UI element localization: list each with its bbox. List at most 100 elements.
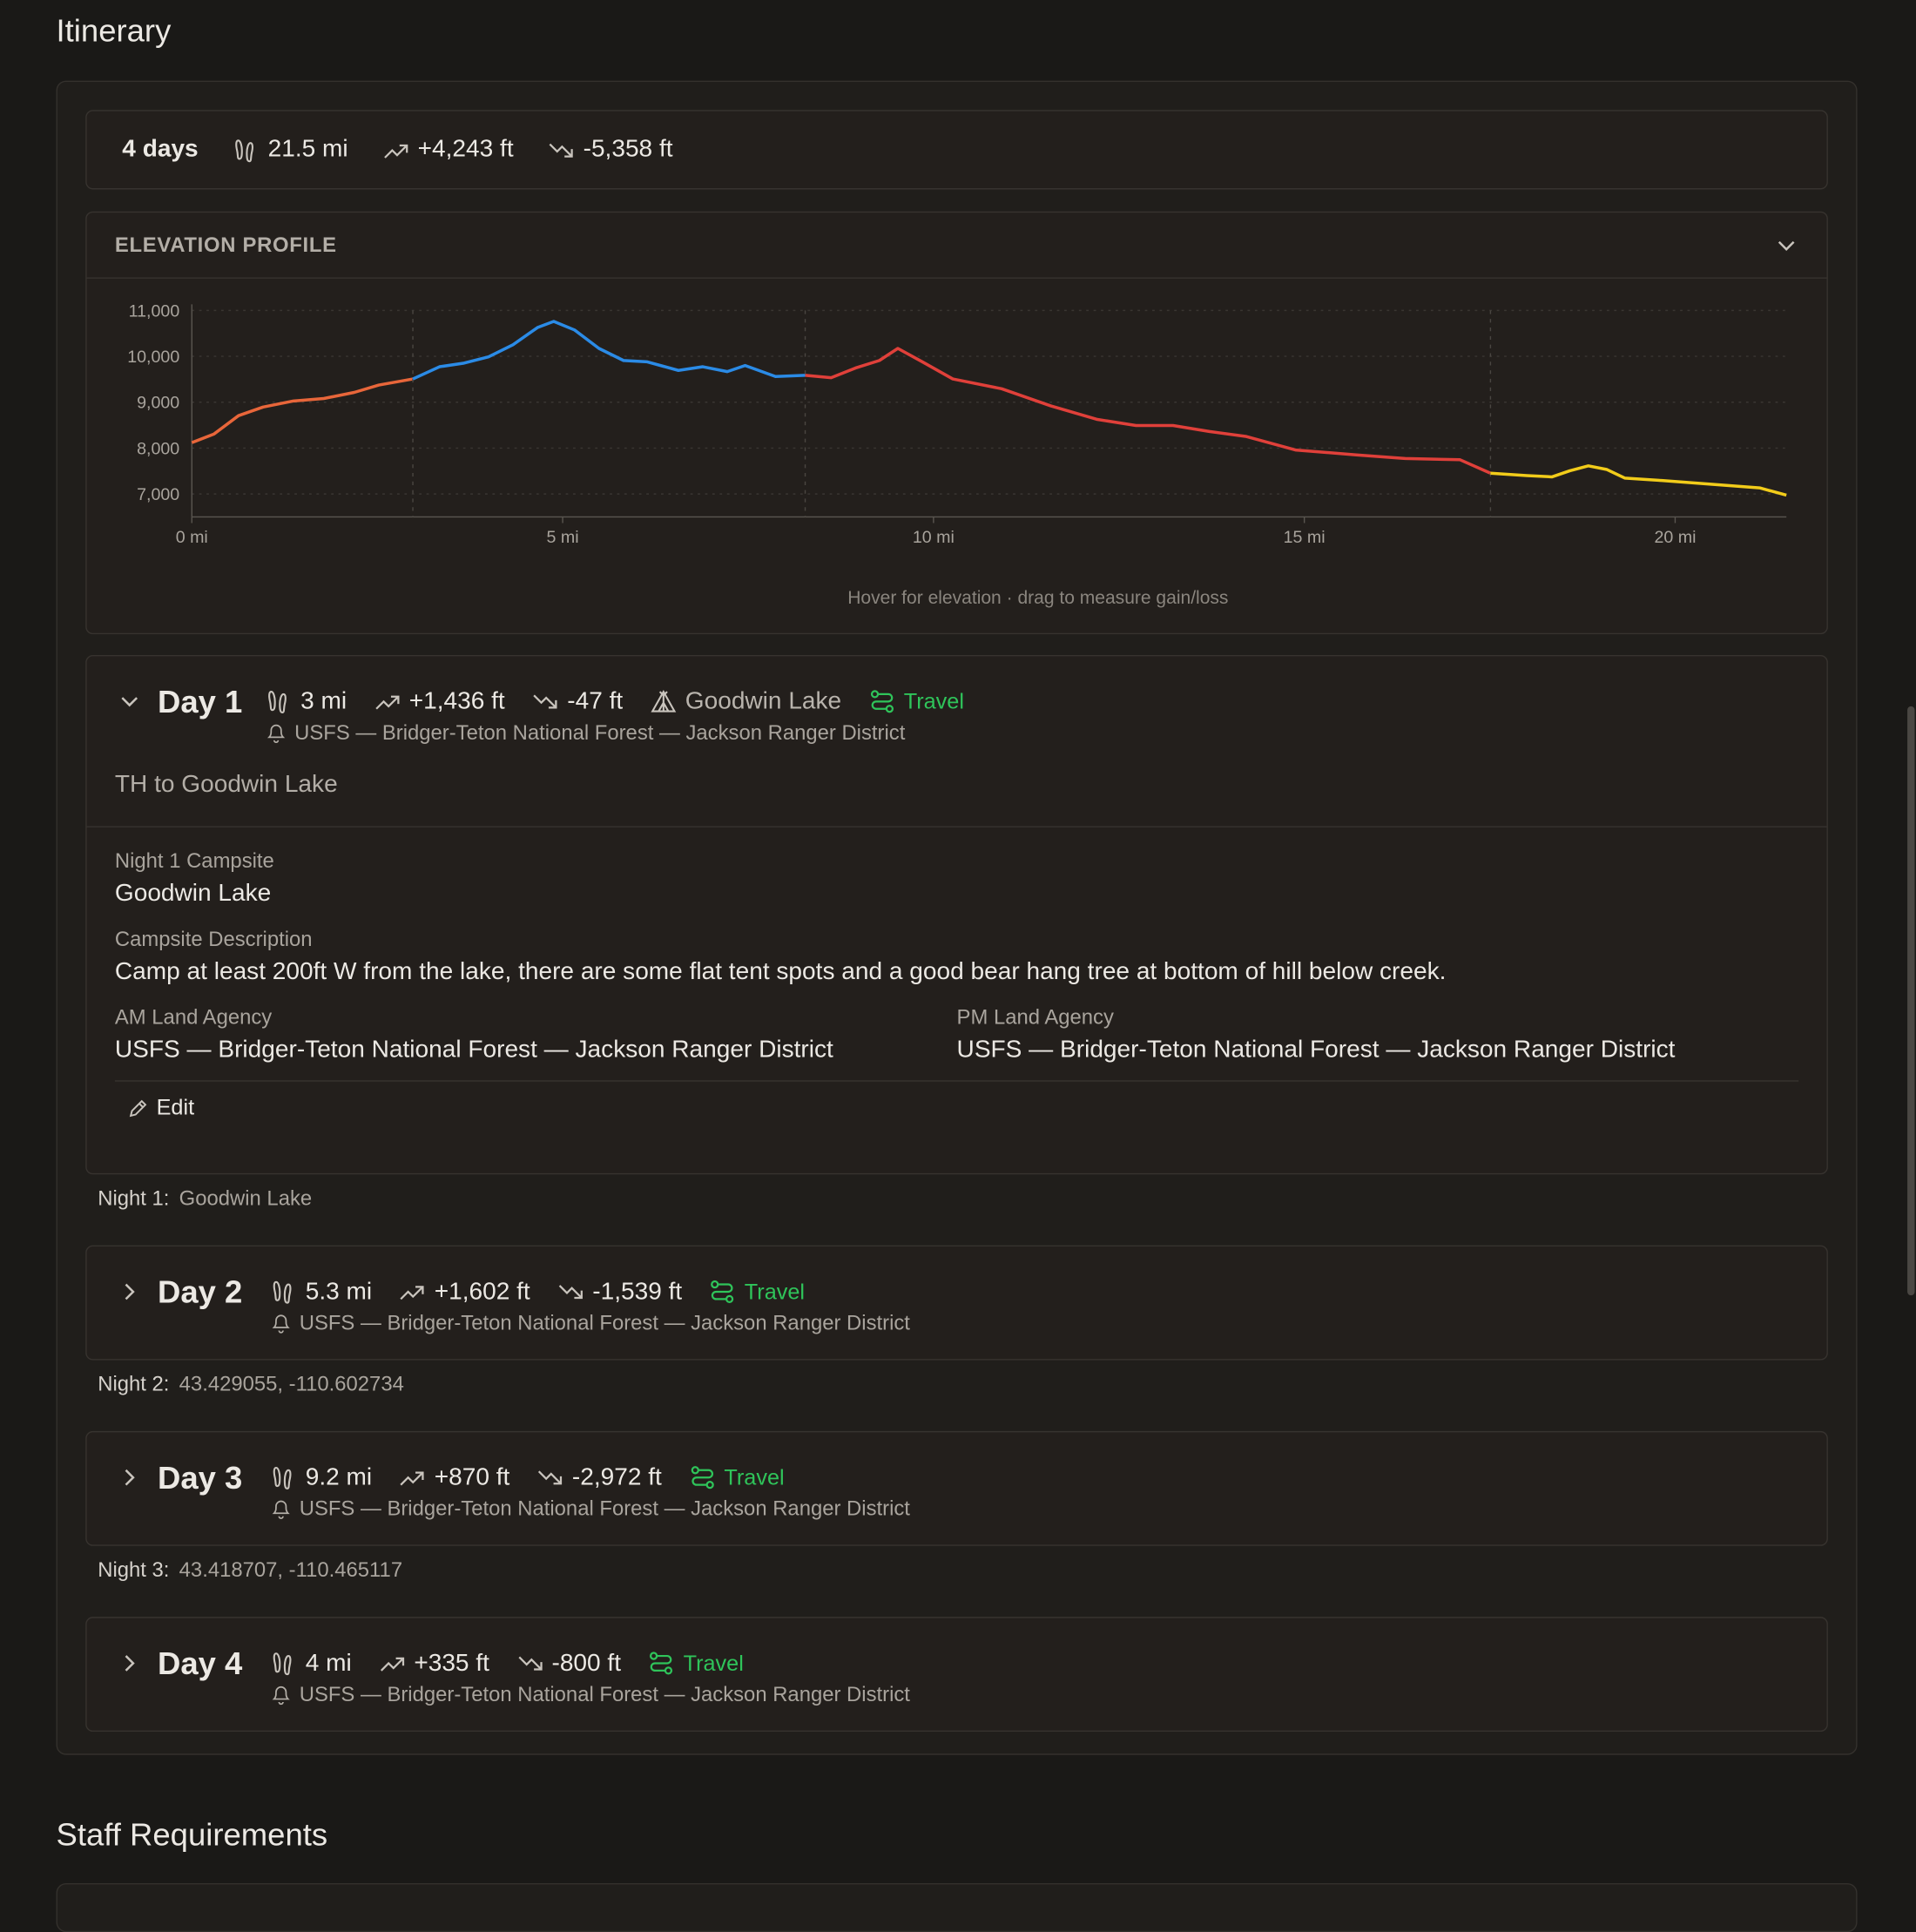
travel-icon bbox=[691, 1466, 714, 1490]
up-icon bbox=[375, 695, 400, 710]
loss-value: -47 ft bbox=[567, 687, 624, 715]
day-distance: 9.2 mi bbox=[270, 1463, 372, 1491]
day-title: Day 4 bbox=[157, 1645, 243, 1682]
day-header[interactable]: Day 1 3 mi +1,436 ft -47 ft Goodwin Lake Trav… bbox=[87, 656, 1827, 826]
x-tick-label: 10 mi bbox=[913, 528, 955, 547]
night-row: Night 1: Goodwin Lake bbox=[85, 1174, 1828, 1245]
elevation-header[interactable]: ELEVATION PROFILE bbox=[86, 213, 1827, 279]
day-title: Day 2 bbox=[157, 1273, 243, 1311]
day-header[interactable]: Day 2 5.3 mi +1,602 ft -1,539 ft Travel USFS … bbox=[87, 1246, 1827, 1359]
right-icon bbox=[125, 1469, 135, 1486]
day-card: Day 1 3 mi +1,436 ft -47 ft Goodwin Lake Trav… bbox=[85, 655, 1828, 1175]
pencil-icon bbox=[129, 1099, 147, 1117]
x-tick-label: 20 mi bbox=[1654, 528, 1696, 547]
field-value: Goodwin Lake bbox=[114, 880, 272, 908]
night-value: Goodwin Lake bbox=[179, 1186, 313, 1210]
day-gain: +1,602 ft bbox=[399, 1278, 530, 1306]
night-label: Night 3: bbox=[98, 1557, 170, 1582]
day-list: Day 1 3 mi +1,436 ft -47 ft Goodwin Lake Trav… bbox=[85, 655, 1828, 1733]
night-row: Night 3: 43.418707, -110.465117 bbox=[85, 1546, 1828, 1617]
chart-hint: Hover for elevation · drag to measure ga… bbox=[847, 588, 1228, 608]
itinerary-card: 4 days 21.5 mi +4,243 ft -5,358 ft ELEVA… bbox=[56, 80, 1858, 1755]
land-agency: USFS — Bridger-Teton National Forest — J… bbox=[270, 1683, 910, 1707]
scrollbar[interactable] bbox=[1907, 706, 1915, 1296]
bell-icon bbox=[272, 1500, 290, 1519]
section-title: Itinerary bbox=[56, 12, 172, 50]
travel-tag: Travel bbox=[689, 1464, 785, 1491]
loss-value: -1,539 ft bbox=[592, 1277, 683, 1305]
agency-fields: AM Land Agency USFS — Bridger-Teton Natio… bbox=[115, 1004, 1798, 1083]
agency-name: USFS — Bridger-Teton National Forest — J… bbox=[299, 1682, 910, 1706]
day-subtitle: TH to Goodwin Lake bbox=[114, 771, 338, 799]
night-value: 43.429055, -110.602734 bbox=[179, 1372, 404, 1396]
downchev-icon bbox=[121, 697, 138, 707]
y-tick-label: 9,000 bbox=[137, 394, 179, 413]
boots-icon bbox=[235, 138, 254, 162]
gain-value: +4,243 ft bbox=[417, 135, 514, 163]
right-icon bbox=[125, 1283, 135, 1300]
edit-label: Edit bbox=[156, 1095, 195, 1120]
gain-value: +1,602 ft bbox=[434, 1277, 530, 1305]
agency-field: PM Land Agency USFS — Bridger-Teton Natio… bbox=[957, 1004, 1799, 1083]
y-tick-label: 8,000 bbox=[137, 439, 179, 458]
x-tick-label: 15 mi bbox=[1284, 528, 1326, 547]
travel-icon bbox=[650, 1652, 673, 1675]
day-header[interactable]: Day 4 4 mi +335 ft -800 ft Travel USFS — Brid… bbox=[87, 1618, 1827, 1731]
night-value: 43.418707, -110.465117 bbox=[179, 1557, 403, 1582]
gain-value: +870 ft bbox=[434, 1463, 510, 1490]
day-loss: -47 ft bbox=[532, 687, 624, 715]
gain-value: +1,436 ft bbox=[408, 687, 505, 715]
agency-name: USFS — Bridger-Teton National Forest — J… bbox=[299, 1496, 910, 1521]
day-gain: +870 ft bbox=[399, 1463, 509, 1491]
day-title: Day 3 bbox=[157, 1459, 243, 1496]
day-loss: -800 ft bbox=[516, 1649, 621, 1677]
day-header[interactable]: Day 3 9.2 mi +870 ft -2,972 ft Travel USFS — … bbox=[87, 1432, 1827, 1544]
boots-icon bbox=[273, 1466, 292, 1490]
campsite-name: Goodwin Lake bbox=[685, 687, 842, 715]
divider bbox=[114, 1080, 1799, 1082]
bell-icon bbox=[266, 724, 286, 743]
field-value: USFS — Bridger-Teton National Forest — J… bbox=[956, 1036, 1676, 1064]
day-card: Day 3 9.2 mi +870 ft -2,972 ft Travel USFS — … bbox=[85, 1430, 1828, 1546]
travel-label: Travel bbox=[903, 688, 964, 713]
distance-value: 21.5 mi bbox=[267, 135, 348, 163]
day-distance: 4 mi bbox=[270, 1649, 352, 1677]
field-value: USFS — Bridger-Teton National Forest — J… bbox=[114, 1036, 833, 1064]
day-card: Day 2 5.3 mi +1,602 ft -1,539 ft Travel USFS … bbox=[85, 1245, 1828, 1361]
day-stats: 9.2 mi +870 ft -2,972 ft Travel bbox=[270, 1456, 785, 1500]
loss-value: -5,358 ft bbox=[583, 135, 673, 163]
agency-field: AM Land Agency USFS — Bridger-Teton Natio… bbox=[115, 1004, 957, 1083]
collapse-icon[interactable] bbox=[1776, 234, 1798, 256]
day-stats: 4 mi +335 ft -800 ft Travel bbox=[270, 1641, 744, 1685]
up-icon bbox=[380, 1657, 404, 1672]
field-label: Campsite Description bbox=[114, 927, 313, 951]
land-agency: USFS — Bridger-Teton National Forest — J… bbox=[270, 1311, 910, 1335]
travel-icon bbox=[711, 1280, 734, 1304]
distance-value: 9.2 mi bbox=[305, 1463, 373, 1490]
boots-icon bbox=[273, 1280, 292, 1304]
up-icon bbox=[401, 1286, 425, 1300]
down-icon bbox=[533, 694, 557, 709]
right-icon bbox=[125, 1655, 135, 1672]
boots-icon bbox=[273, 1652, 292, 1676]
elevation-chart[interactable]: 7,000 8,000 9,000 10,000 11,000 0 mi 5 mi 10 mi… bbox=[87, 277, 1830, 632]
travel-tag: Travel bbox=[648, 1650, 744, 1677]
field-value: Camp at least 200ft W from the lake, the… bbox=[114, 957, 1447, 985]
day-stats: 5.3 mi +1,602 ft -1,539 ft Travel bbox=[270, 1270, 805, 1314]
day-gain: +1,436 ft bbox=[374, 687, 505, 715]
down-icon bbox=[517, 1656, 542, 1671]
day-card: Day 4 4 mi +335 ft -800 ft Travel USFS — Brid… bbox=[85, 1617, 1828, 1733]
travel-label: Travel bbox=[744, 1279, 806, 1304]
night-label: Night 1: bbox=[98, 1186, 170, 1210]
edit-button[interactable]: Edit bbox=[127, 1095, 1798, 1120]
distance-value: 5.3 mi bbox=[305, 1277, 373, 1305]
day-stats: 3 mi +1,436 ft -47 ft Goodwin Lake Travel bbox=[265, 679, 964, 724]
x-tick-label: 0 mi bbox=[176, 528, 208, 547]
gain: +4,243 ft bbox=[382, 136, 514, 164]
elevation-line bbox=[1490, 464, 1787, 497]
night-label: Night 2: bbox=[98, 1372, 170, 1396]
day-loss: -1,539 ft bbox=[557, 1277, 683, 1306]
distance: 21.5 mi bbox=[233, 136, 348, 164]
travel-tag: Travel bbox=[868, 688, 964, 715]
